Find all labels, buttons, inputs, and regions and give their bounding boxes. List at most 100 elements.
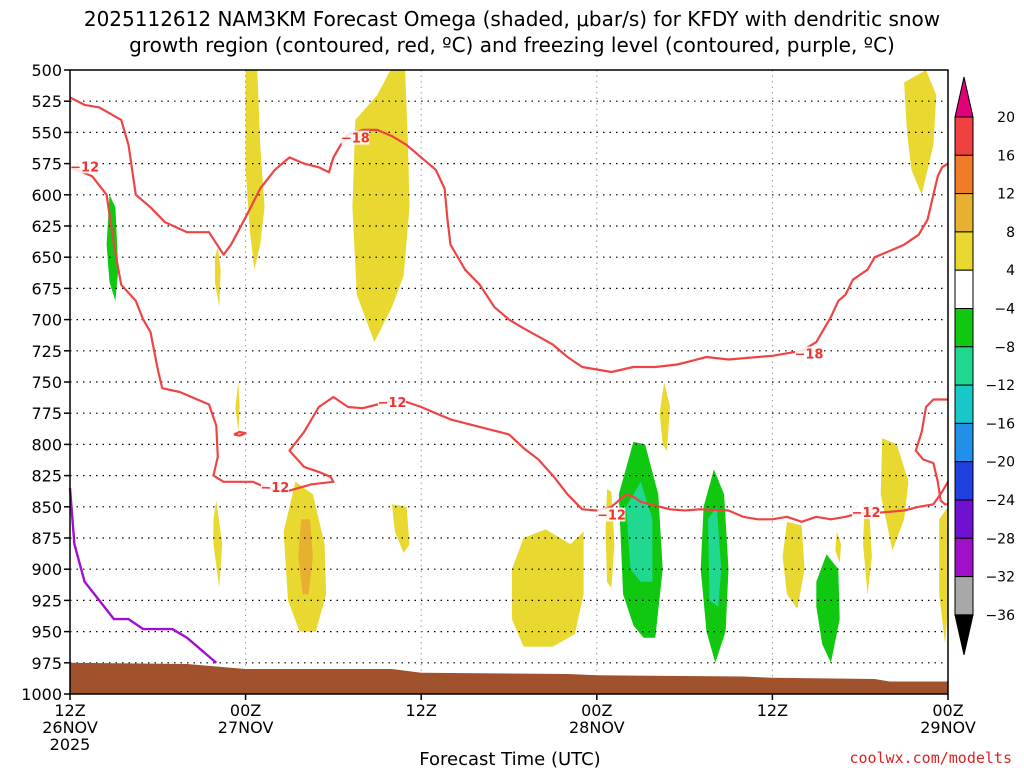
colorbar-label: −28 [985,531,1015,547]
freezing-level-line [68,488,218,664]
y-tick-label: 550 [31,123,62,142]
colorbar-label: −36 [985,608,1015,624]
colorbar-label: −32 [985,570,1015,586]
colorbar: 20 16 12 8 4 −4 −8 −12 −16 −20 −24 −28 −32 −36 [954,76,1015,656]
y-tick-label: 725 [31,342,62,361]
contour-label: −12 [597,509,626,524]
contour-label: −12 [852,506,881,521]
contour-label-bg [377,395,406,410]
y-tick-label: 675 [31,279,62,298]
y-tick-label: 750 [31,373,62,392]
colorbar-segment [954,231,974,271]
colorbar-bottom-arrow [954,614,974,656]
colorbar-segment [954,384,974,424]
y-axis-ticks: 500 525 550 575 600 625 650 675 700 725 750 775 800 8… [21,61,70,704]
x-tick-label: 12Z [757,701,788,720]
omega-region-16 [835,531,842,563]
colorbar-segment [954,576,974,616]
colorbar-top-arrow [954,76,974,118]
x-tick-label: 27NOV [218,718,274,737]
omega-region-19 [626,481,653,582]
omega-region-5 [213,500,223,588]
x-tick-label: 00Z [932,701,963,720]
colorbar-label: 4 [1006,263,1015,279]
y-tick-label: 975 [31,654,62,673]
omega-region-9 [511,529,584,647]
x-axis-label: Forecast Time (UTC) [419,749,600,768]
x-tick-label: 12Z [54,701,85,720]
colorbar-segment [954,499,974,539]
contour-label-bg [260,480,289,495]
omega-region-12 [659,382,670,451]
colorbar-segment [954,193,974,233]
colorbar-segment [954,346,974,386]
freezing-level-contours [68,488,218,664]
contour-label-bg [852,505,881,520]
omega-region-21 [708,506,722,607]
contour-label: −18 [794,348,823,363]
colorbar-segment [954,422,974,463]
x-tick-label: 28NOV [569,718,625,737]
y-tick-label: 650 [31,248,62,267]
y-tick-label: 600 [31,186,62,205]
y-tick-label: 700 [31,311,62,330]
omega-region-15 [863,504,872,595]
colorbar-segment [954,461,974,501]
contour-label-bg [70,159,99,174]
colorbar-label: −24 [985,493,1015,509]
contour-label: −18 [341,132,370,147]
colorbar-label: −20 [985,455,1015,471]
y-tick-label: 500 [31,61,62,80]
y-tick-label: 825 [31,467,62,486]
colorbar-label: 20 [997,110,1015,126]
dgz-contour-3 [233,430,247,437]
omega-region-7 [298,519,313,595]
omega-region-14 [939,506,948,645]
y-tick-label: 775 [31,404,62,423]
dgz-contour-0 [69,96,949,374]
colorbar-label: 8 [1006,225,1015,241]
contour-label-bg [597,507,626,522]
chart-title-line2: growth region (contoured, red, ºC) and f… [129,33,895,57]
y-tick-label: 575 [31,155,62,174]
x-tick-label: 2025 [50,735,91,754]
omega-region-3 [214,247,221,308]
omega-region-13 [880,438,909,551]
y-tick-label: 900 [31,560,62,579]
colorbar-label: −16 [985,416,1015,432]
y-tick-label: 875 [31,529,62,548]
y-tick-label: 850 [31,498,62,517]
dgz-contour-1 [69,166,949,523]
omega-shading [106,70,948,663]
chart-title-line1: 2025112612 NAM3KM Forecast Omega (shaded… [84,7,940,31]
omega-region-4 [235,382,240,432]
omega-region-22 [816,554,840,663]
x-tick-label: 12Z [406,701,437,720]
y-tick-label: 925 [31,591,62,610]
x-tick-label: 00Z [230,701,261,720]
terrain-ground [70,662,948,694]
y-tick-label: 525 [31,92,62,111]
contour-label: −12 [70,160,99,175]
contour-label-bg [341,130,370,145]
contour-label: −12 [377,396,406,411]
colorbar-segment [954,116,974,156]
dendritic-growth-contours [69,96,949,523]
colorbar-label: −12 [985,378,1015,394]
colorbar-label: 12 [997,187,1015,203]
x-tick-label: 26NOV [42,718,98,737]
omega-region-11 [782,521,805,610]
contour-label-bg [794,346,823,361]
credit-text: coolwx.com/modelts [849,749,1012,767]
x-tick-label: 00Z [581,701,612,720]
colorbar-segment [954,537,974,578]
omega-region-0 [245,70,265,270]
colorbar-label: −4 [994,302,1015,318]
dgz-contour-2 [914,398,948,506]
colorbar-segment [954,308,974,348]
omega-region-8 [391,504,410,553]
colorbar-label: −8 [994,340,1015,356]
terrain-fill [70,662,948,694]
